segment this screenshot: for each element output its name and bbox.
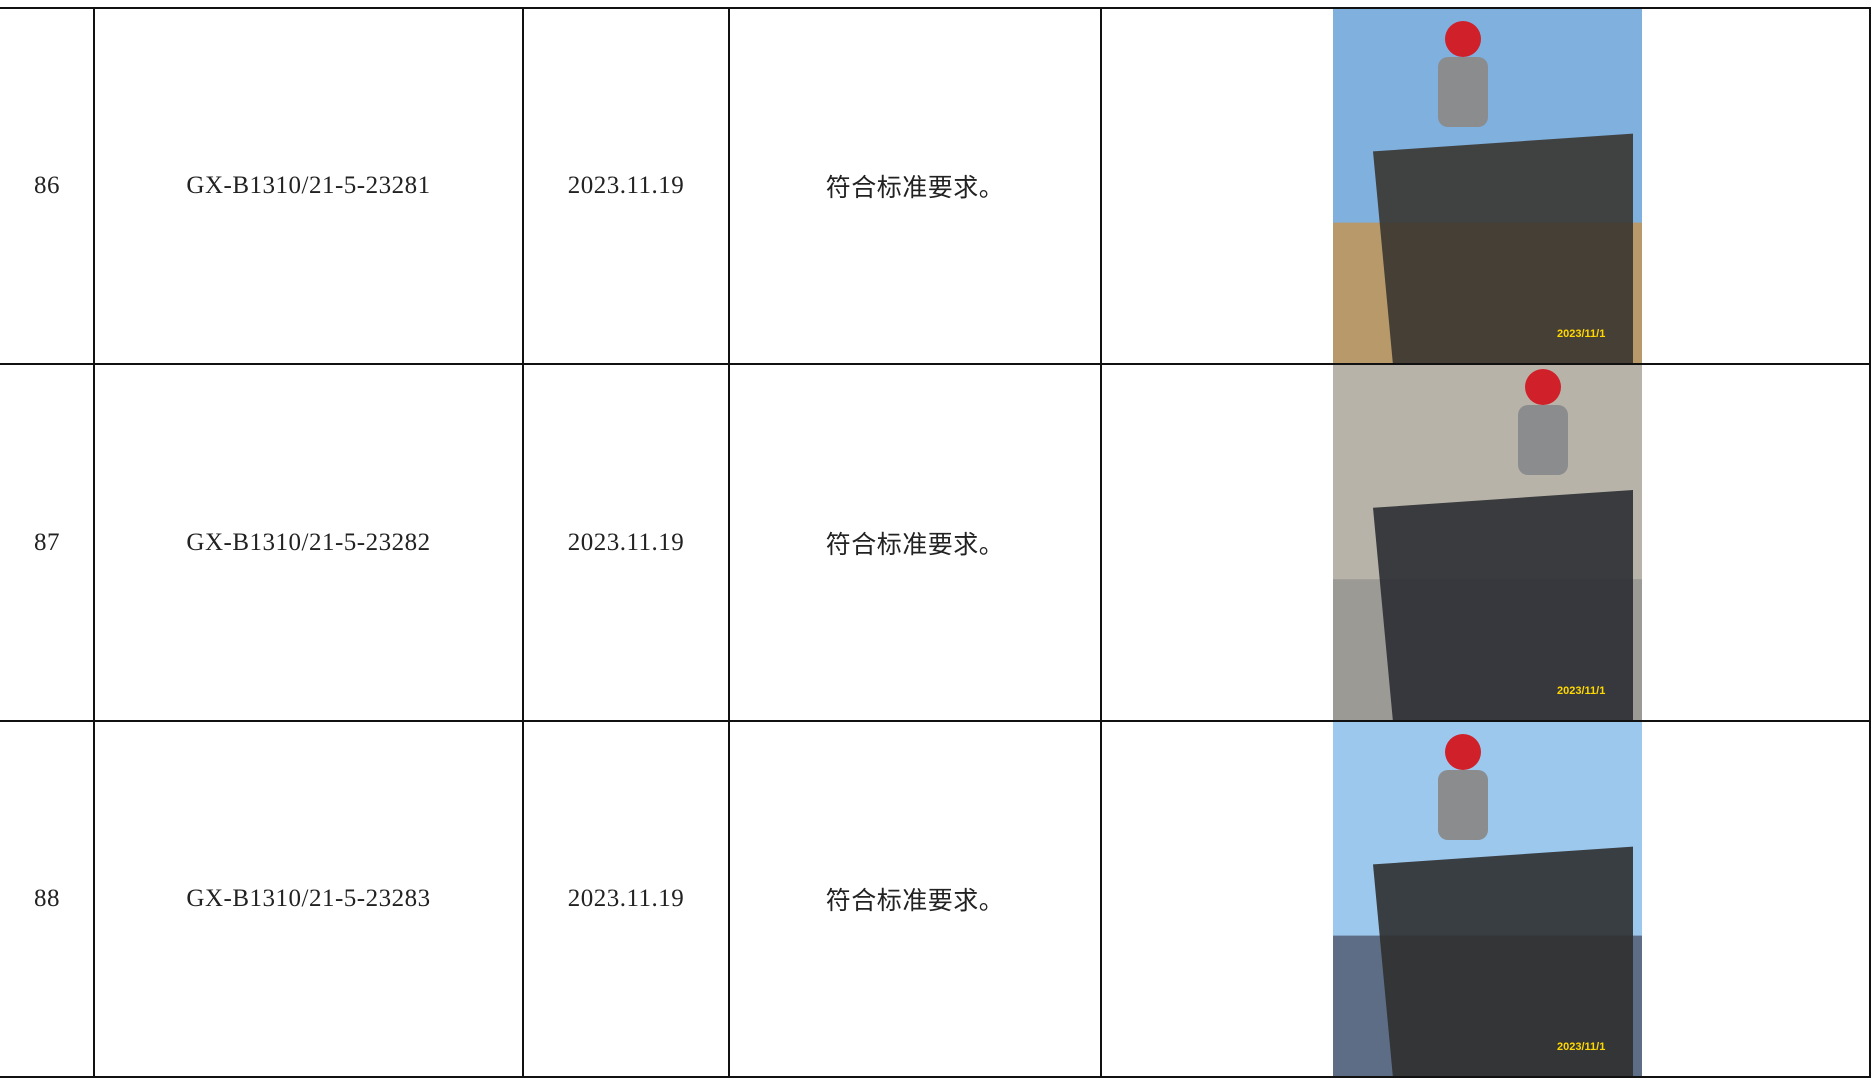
- table-cell-no: 88: [34, 885, 60, 912]
- column-border: [522, 7, 524, 1077]
- table-cell-no: 86: [34, 172, 60, 199]
- table-cell-no: 87: [34, 528, 60, 556]
- table-cell-result: 符合标准要求。: [825, 888, 1005, 915]
- row-border: [0, 363, 1871, 365]
- table-cell-code: GX-B1310/21-5-23282: [186, 528, 431, 556]
- row-border: [0, 7, 1871, 9]
- table-cell-code: GX-B1310/21-5-23283: [186, 885, 431, 912]
- table-cell-date: 2023.11.19: [567, 885, 685, 912]
- photo-timestamp: 2023/11/1: [1557, 685, 1605, 697]
- table-cell-result: 符合标准要求。: [825, 175, 1005, 202]
- inspection-photo: 2023/11/1: [1333, 722, 1642, 1076]
- table-cell-result: 符合标准要求。: [825, 531, 1005, 559]
- table-cell-date: 2023.11.19: [567, 172, 685, 199]
- table-cell-code: GX-B1310/21-5-23281: [186, 172, 431, 199]
- photo-timestamp: 2023/11/1: [1557, 328, 1605, 340]
- row-border: [0, 720, 1871, 722]
- photo-timestamp: 2023/11/1: [1557, 1041, 1605, 1053]
- column-border: [93, 7, 95, 1077]
- table-cell-date: 2023.11.19: [567, 528, 685, 556]
- inspection-photo: 2023/11/1: [1333, 365, 1642, 720]
- column-border: [728, 7, 730, 1077]
- column-border: [1100, 7, 1102, 1077]
- column-border: [1869, 7, 1871, 1077]
- inspection-photo: 2023/11/1: [1333, 9, 1642, 363]
